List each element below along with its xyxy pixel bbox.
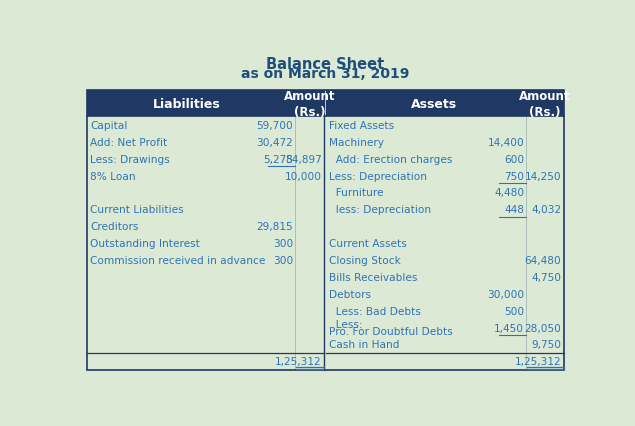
Text: 14,250: 14,250 (525, 171, 561, 181)
Bar (87, 91, 564, 370)
Text: 10,000: 10,000 (285, 171, 322, 181)
Text: Debtors: Debtors (329, 289, 371, 299)
Text: Current Liabilities: Current Liabilities (90, 205, 184, 215)
Text: 300: 300 (273, 239, 293, 248)
Text: Outstanding Interest: Outstanding Interest (90, 239, 200, 248)
Text: 59,700: 59,700 (257, 121, 293, 131)
Text: 4,480: 4,480 (494, 188, 525, 198)
Text: 28,050: 28,050 (525, 323, 561, 333)
Text: Current Assets: Current Assets (329, 239, 406, 248)
Text: Amount
(Rs.): Amount (Rs.) (284, 89, 335, 118)
Text: Machinery: Machinery (329, 138, 384, 147)
Text: Bills Receivables: Bills Receivables (329, 272, 417, 282)
Text: less: Depreciation: less: Depreciation (329, 205, 431, 215)
Text: 1,25,312: 1,25,312 (276, 357, 322, 366)
Bar (326, 91, 564, 117)
Text: 1,450: 1,450 (494, 323, 525, 333)
Text: Closing Stock: Closing Stock (329, 256, 401, 265)
Text: 4,032: 4,032 (531, 205, 561, 215)
Text: 448: 448 (504, 205, 525, 215)
Text: Less: Drawings: Less: Drawings (90, 154, 170, 164)
Text: Amount
(Rs.): Amount (Rs.) (519, 89, 570, 118)
Text: 500: 500 (504, 306, 525, 316)
Text: Cash in Hand: Cash in Hand (329, 340, 399, 350)
Text: 300: 300 (273, 256, 293, 265)
Text: Commission received in advance: Commission received in advance (90, 256, 265, 265)
Text: Furniture: Furniture (329, 188, 384, 198)
Text: 30,000: 30,000 (487, 289, 525, 299)
Text: 750: 750 (504, 171, 525, 181)
Text: Creditors: Creditors (90, 222, 138, 232)
Text: 600: 600 (504, 154, 525, 164)
Text: 14,400: 14,400 (488, 138, 525, 147)
Text: Pro. For Doubtful Debts: Pro. For Doubtful Debts (329, 326, 453, 337)
Text: 9,750: 9,750 (531, 340, 561, 350)
Bar (87, 91, 324, 117)
Text: Fixed Assets: Fixed Assets (329, 121, 394, 131)
Text: 30,472: 30,472 (257, 138, 293, 147)
Text: Less: Bad Debts: Less: Bad Debts (329, 306, 421, 316)
Text: Add: Erection charges: Add: Erection charges (329, 154, 452, 164)
Text: 29,815: 29,815 (257, 222, 293, 232)
Text: 64,480: 64,480 (525, 256, 561, 265)
Text: Assets: Assets (410, 98, 457, 111)
Text: 4,750: 4,750 (531, 272, 561, 282)
Text: Balance Sheet: Balance Sheet (266, 57, 384, 72)
Text: 8% Loan: 8% Loan (90, 171, 136, 181)
Text: Less:: Less: (329, 319, 363, 329)
Text: Capital: Capital (90, 121, 128, 131)
Text: Liabilities: Liabilities (153, 98, 221, 111)
Text: Less: Depreciation: Less: Depreciation (329, 171, 427, 181)
Text: 1,25,312: 1,25,312 (515, 357, 561, 366)
Text: 5,275: 5,275 (264, 154, 293, 164)
Text: 84,897: 84,897 (285, 154, 322, 164)
Text: as on March 31, 2019: as on March 31, 2019 (241, 67, 409, 81)
Text: Add: Net Profit: Add: Net Profit (90, 138, 168, 147)
